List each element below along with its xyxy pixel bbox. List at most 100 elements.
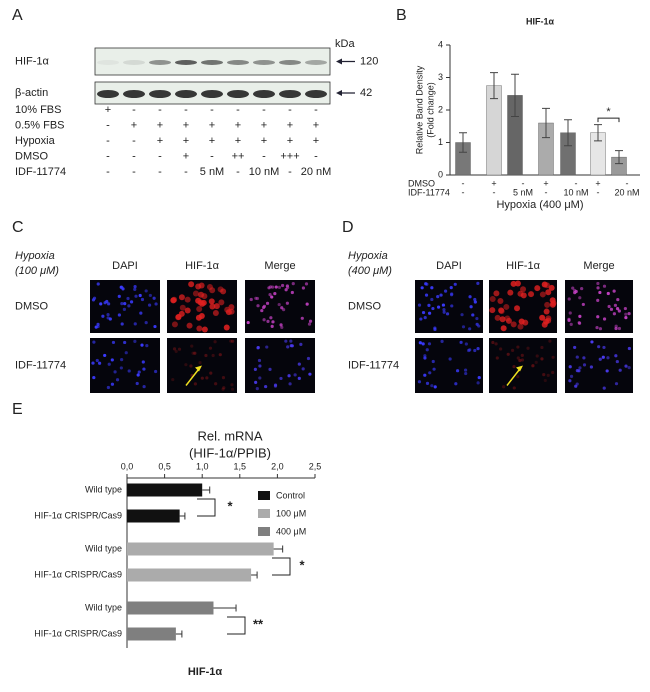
chart-title: Rel. mRNA xyxy=(197,428,262,443)
cell xyxy=(455,369,460,373)
blot-band xyxy=(149,90,171,98)
cell xyxy=(213,340,217,344)
cell xyxy=(265,345,269,349)
cell xyxy=(436,295,440,299)
error-bar xyxy=(564,119,572,147)
cell xyxy=(110,382,115,386)
cell xyxy=(300,316,304,320)
condition-mark: + xyxy=(491,178,496,188)
condition-mark: +++ xyxy=(280,150,299,162)
cell xyxy=(307,322,312,326)
column-header: HIF-1α xyxy=(506,260,541,272)
condition-mark: + xyxy=(157,119,163,131)
condition-label: DMSO xyxy=(15,150,48,162)
cell xyxy=(578,314,582,318)
cell xyxy=(500,325,507,332)
blot-band xyxy=(175,90,197,98)
cell xyxy=(450,304,454,308)
cell xyxy=(507,289,514,296)
cell xyxy=(453,282,457,286)
cell xyxy=(305,302,309,306)
cell xyxy=(432,367,436,371)
y-tick-label: 3 xyxy=(438,72,443,82)
cell xyxy=(135,381,139,386)
cell xyxy=(442,310,446,314)
cell xyxy=(614,326,618,331)
condition-mark: + xyxy=(313,135,319,147)
cell xyxy=(510,321,517,328)
cell xyxy=(421,342,425,346)
blot-band xyxy=(279,90,301,98)
cell xyxy=(285,284,289,288)
band-label: β-actin xyxy=(15,87,48,99)
cell xyxy=(188,281,195,288)
cell xyxy=(95,358,99,363)
cell xyxy=(602,386,606,390)
cell xyxy=(140,343,144,347)
cell xyxy=(573,345,577,350)
cell xyxy=(540,357,544,361)
cell xyxy=(575,355,579,359)
condition-mark: - xyxy=(210,104,214,116)
cell xyxy=(297,362,301,366)
panel-label: E xyxy=(12,401,23,418)
condition-mark: - xyxy=(462,178,465,188)
cell xyxy=(268,293,272,297)
cell xyxy=(423,373,427,377)
cell xyxy=(214,382,218,386)
cell xyxy=(280,306,284,310)
cell xyxy=(286,345,290,349)
cell xyxy=(427,342,432,346)
condition-mark: + xyxy=(595,178,600,188)
cell xyxy=(568,365,572,369)
cell xyxy=(91,361,95,365)
cell xyxy=(147,303,152,307)
cell xyxy=(179,304,186,311)
blot-band xyxy=(201,60,223,65)
cell xyxy=(506,352,510,356)
cell xyxy=(211,353,215,358)
cell xyxy=(287,374,291,378)
cell xyxy=(602,317,607,321)
cell xyxy=(430,297,434,302)
cell xyxy=(516,375,520,379)
blot-band xyxy=(175,60,197,65)
cell xyxy=(526,346,530,350)
condition-mark: + xyxy=(183,135,189,147)
cell xyxy=(454,382,458,386)
x-tick-label: 0,0 xyxy=(121,461,134,471)
cell xyxy=(148,293,152,298)
condition-label: DMSO xyxy=(408,178,435,188)
cell xyxy=(184,307,191,314)
row-label: IDF-11774 xyxy=(15,359,66,371)
cell xyxy=(258,364,262,368)
condition-mark: - xyxy=(158,150,162,162)
category-label: HIF-1α CRISPR/Cas9 xyxy=(34,510,122,520)
cell xyxy=(269,316,273,320)
error-bar xyxy=(490,72,498,100)
error-bar xyxy=(511,73,519,117)
cell xyxy=(516,356,520,360)
cell xyxy=(514,305,521,312)
cell xyxy=(577,369,581,373)
cell xyxy=(271,320,275,324)
condition-mark: + xyxy=(131,119,137,131)
cell xyxy=(103,353,107,358)
error-bar xyxy=(251,571,258,579)
condition-mark: + xyxy=(235,135,241,147)
condition-label: IDF-11774 xyxy=(408,187,450,197)
blot-band xyxy=(227,90,249,98)
cell xyxy=(145,344,149,348)
cell xyxy=(441,303,446,307)
cell xyxy=(140,297,145,302)
cell xyxy=(627,312,631,316)
cell xyxy=(96,322,100,326)
cell xyxy=(124,351,128,355)
cell xyxy=(212,310,219,317)
y-axis-label: (Fold change) xyxy=(425,82,435,138)
cell xyxy=(200,376,204,380)
cell xyxy=(612,312,616,316)
bar xyxy=(127,568,252,582)
kda-value: 120 xyxy=(360,55,378,67)
cell xyxy=(568,311,572,315)
